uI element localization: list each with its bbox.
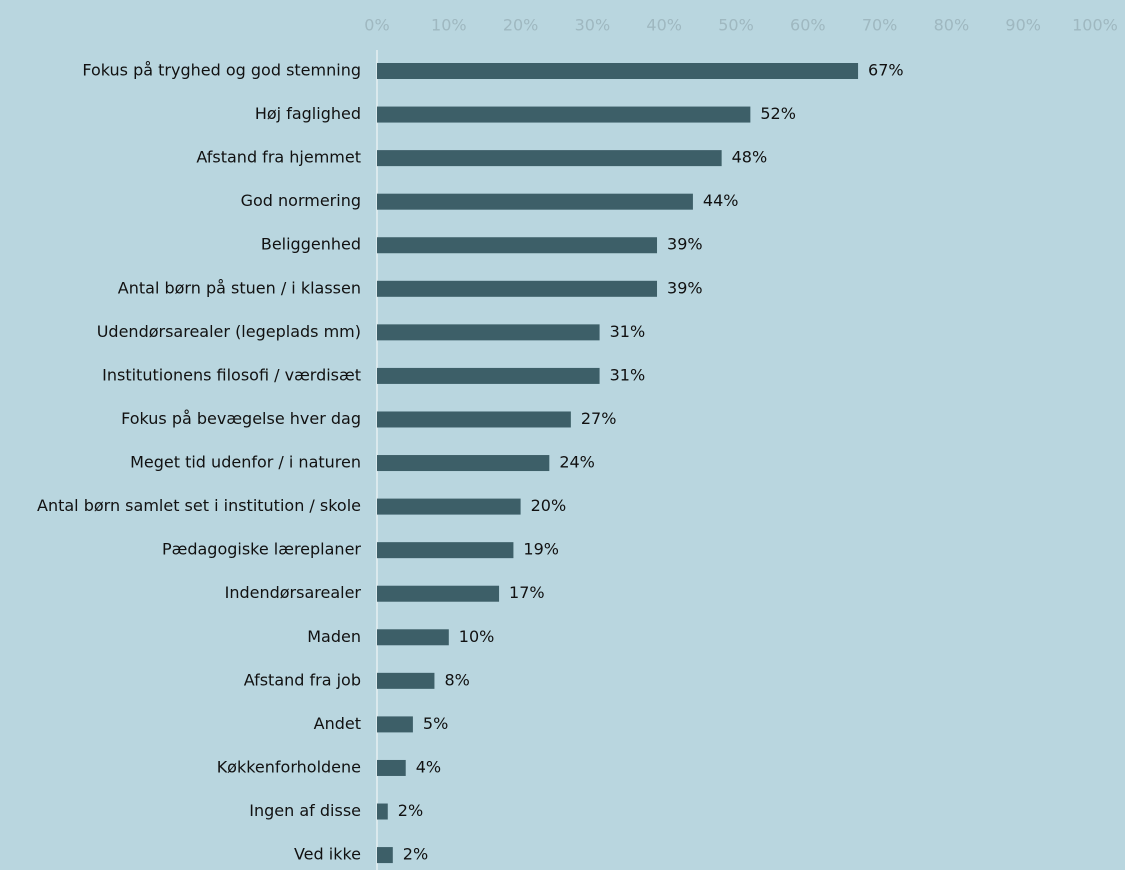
bar bbox=[377, 63, 859, 79]
x-tick-label: 50% bbox=[718, 16, 754, 35]
bar bbox=[377, 585, 500, 602]
category-label: Afstand fra hjemmet bbox=[196, 148, 361, 167]
x-tick-label: 0% bbox=[364, 16, 389, 35]
bar bbox=[377, 498, 521, 515]
bar bbox=[377, 367, 600, 384]
x-tick-label: 80% bbox=[934, 16, 970, 35]
value-label: 27% bbox=[581, 409, 617, 428]
value-label: 48% bbox=[732, 148, 768, 167]
bar bbox=[377, 280, 658, 297]
bar bbox=[377, 324, 600, 341]
bar bbox=[377, 455, 550, 472]
category-label: Afstand fra job bbox=[244, 670, 361, 689]
bar bbox=[377, 716, 413, 733]
category-label: Ved ikke bbox=[294, 845, 361, 864]
value-label: 31% bbox=[610, 365, 646, 384]
bar bbox=[377, 106, 751, 123]
value-label: 44% bbox=[703, 191, 739, 210]
category-label: Udendørsarealer (legeplads mm) bbox=[97, 322, 361, 341]
value-label: 10% bbox=[459, 627, 495, 646]
category-label: Køkkenforholdene bbox=[217, 757, 361, 776]
value-label: 8% bbox=[444, 670, 469, 689]
category-label: Fokus på bevægelse hver dag bbox=[121, 409, 361, 428]
value-label: 24% bbox=[559, 453, 595, 472]
category-label: Andet bbox=[314, 714, 361, 733]
bar bbox=[377, 150, 722, 167]
category-label: Beliggenhed bbox=[261, 235, 361, 254]
bar bbox=[377, 542, 514, 559]
value-label: 67% bbox=[868, 61, 904, 80]
category-label: Fokus på tryghed og god stemning bbox=[82, 61, 361, 80]
value-label: 2% bbox=[398, 801, 423, 820]
value-label: 17% bbox=[509, 583, 545, 602]
category-label: God normering bbox=[241, 191, 361, 210]
bar bbox=[377, 237, 658, 254]
bar bbox=[377, 803, 388, 820]
bar bbox=[377, 411, 571, 428]
value-label: 31% bbox=[610, 322, 646, 341]
value-label: 52% bbox=[760, 104, 796, 123]
category-label: Antal børn samlet set i institution / sk… bbox=[37, 496, 361, 515]
category-label: Meget tid udenfor / i naturen bbox=[130, 453, 361, 472]
category-label: Ingen af disse bbox=[249, 801, 361, 820]
category-label: Institutionens filosofi / værdisæt bbox=[102, 365, 361, 384]
x-tick-label: 70% bbox=[862, 16, 898, 35]
x-tick-label: 90% bbox=[1005, 16, 1041, 35]
value-label: 39% bbox=[667, 235, 703, 254]
x-tick-label: 40% bbox=[646, 16, 682, 35]
value-label: 2% bbox=[403, 845, 428, 864]
bar bbox=[377, 193, 693, 210]
bar bbox=[377, 672, 435, 689]
value-label: 20% bbox=[531, 496, 567, 515]
x-tick-label: 10% bbox=[431, 16, 467, 35]
bar bbox=[377, 847, 393, 864]
x-tick-label: 60% bbox=[790, 16, 826, 35]
category-label: Maden bbox=[307, 627, 361, 646]
x-tick-label: 30% bbox=[575, 16, 611, 35]
x-tick-label: 100% bbox=[1072, 16, 1118, 35]
category-label: Pædagogiske læreplaner bbox=[162, 540, 361, 559]
value-label: 4% bbox=[416, 757, 441, 776]
value-label: 19% bbox=[523, 540, 559, 559]
bar bbox=[377, 759, 406, 776]
value-label: 5% bbox=[423, 714, 448, 733]
category-label: Indendørsarealer bbox=[225, 583, 362, 602]
category-label: Antal børn på stuen / i klassen bbox=[118, 278, 361, 297]
bar bbox=[377, 629, 449, 646]
value-label: 39% bbox=[667, 278, 703, 297]
category-label: Høj faglighed bbox=[255, 104, 361, 123]
x-tick-label: 20% bbox=[503, 16, 539, 35]
